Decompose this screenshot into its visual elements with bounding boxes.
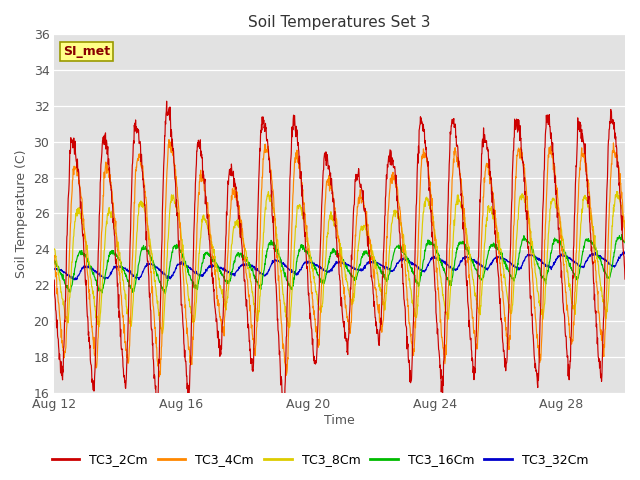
TC3_16Cm: [51, 257, 58, 263]
Legend: TC3_2Cm, TC3_4Cm, TC3_8Cm, TC3_16Cm, TC3_32Cm: TC3_2Cm, TC3_4Cm, TC3_8Cm, TC3_16Cm, TC3…: [47, 448, 593, 471]
TC3_2Cm: [280, 406, 288, 411]
TC3_8Cm: [51, 246, 58, 252]
TC3_32Cm: [417, 266, 425, 272]
TC3_4Cm: [355, 194, 362, 200]
Line: TC3_16Cm: TC3_16Cm: [54, 235, 625, 294]
TC3_8Cm: [305, 242, 312, 248]
TC3_8Cm: [417, 237, 425, 243]
TC3_32Cm: [355, 267, 362, 273]
TC3_4Cm: [51, 253, 58, 259]
TC3_4Cm: [305, 256, 313, 262]
TC3_2Cm: [355, 166, 362, 171]
TC3_8Cm: [159, 331, 166, 336]
TC3_4Cm: [156, 374, 163, 380]
TC3_32Cm: [621, 251, 629, 256]
TC3_16Cm: [355, 269, 362, 275]
TC3_4Cm: [84, 274, 92, 279]
TC3_4Cm: [296, 160, 303, 166]
TC3_32Cm: [84, 263, 92, 269]
TC3_2Cm: [305, 297, 313, 303]
TC3_8Cm: [543, 267, 550, 273]
Line: TC3_4Cm: TC3_4Cm: [54, 140, 625, 377]
TC3_32Cm: [51, 266, 58, 272]
TC3_4Cm: [165, 137, 173, 143]
Line: TC3_8Cm: TC3_8Cm: [54, 192, 625, 334]
TC3_16Cm: [618, 232, 625, 238]
TC3_16Cm: [296, 248, 303, 254]
TC3_8Cm: [84, 254, 92, 260]
TC3_2Cm: [84, 319, 92, 324]
Y-axis label: Soil Temperature (C): Soil Temperature (C): [15, 149, 28, 278]
TC3_8Cm: [614, 189, 621, 194]
Text: SI_met: SI_met: [63, 45, 110, 58]
X-axis label: Time: Time: [324, 414, 355, 427]
TC3_8Cm: [296, 202, 303, 207]
TC3_2Cm: [621, 276, 629, 282]
Line: TC3_32Cm: TC3_32Cm: [54, 252, 625, 280]
TC3_32Cm: [296, 269, 303, 275]
TC3_16Cm: [543, 273, 550, 279]
TC3_16Cm: [84, 259, 92, 265]
TC3_8Cm: [621, 226, 629, 232]
TC3_16Cm: [417, 269, 425, 275]
TC3_2Cm: [51, 277, 58, 283]
TC3_4Cm: [543, 182, 551, 188]
TC3_32Cm: [70, 277, 78, 283]
TC3_16Cm: [621, 240, 629, 246]
TC3_2Cm: [418, 119, 426, 124]
TC3_32Cm: [543, 263, 550, 269]
TC3_4Cm: [621, 239, 629, 244]
TC3_8Cm: [355, 243, 362, 249]
Title: Soil Temperatures Set 3: Soil Temperatures Set 3: [248, 15, 431, 30]
Line: TC3_2Cm: TC3_2Cm: [54, 101, 625, 408]
TC3_32Cm: [621, 249, 628, 255]
TC3_2Cm: [296, 165, 303, 171]
TC3_2Cm: [163, 98, 170, 104]
TC3_16Cm: [305, 252, 312, 257]
TC3_4Cm: [418, 153, 426, 159]
TC3_16Cm: [161, 291, 169, 297]
TC3_2Cm: [543, 119, 551, 124]
TC3_32Cm: [305, 260, 312, 265]
